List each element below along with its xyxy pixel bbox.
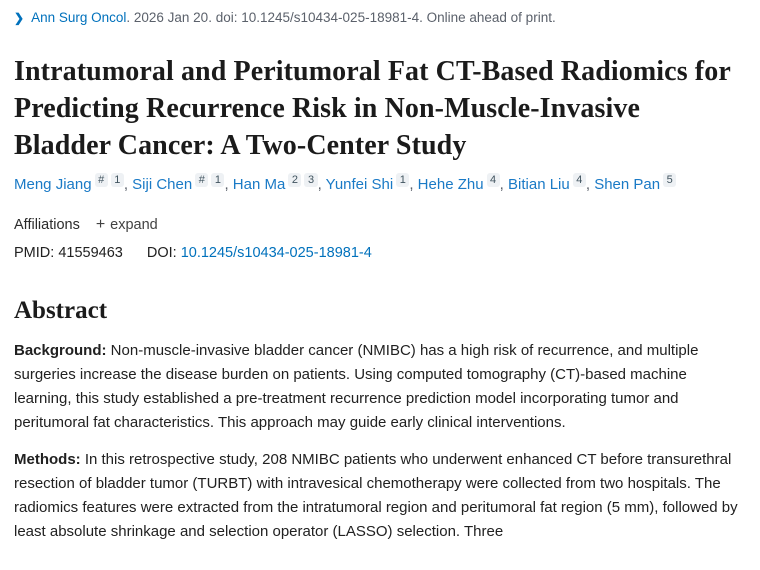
author-link[interactable]: Shen Pan <box>594 176 661 193</box>
pmid-label: PMID: <box>14 245 55 261</box>
doi-label: DOI: <box>146 245 177 261</box>
author-item: Hehe Zhu 4, <box>417 173 504 193</box>
doi-link[interactable]: 10.1245/s10434-025-18981-4 <box>180 245 372 261</box>
author-superscript-badge: 4 <box>486 173 500 187</box>
author-link[interactable]: Hehe Zhu <box>417 176 484 193</box>
author-item: Shen Pan 5 <box>594 173 677 193</box>
author-separator: , <box>224 176 229 193</box>
author-superscript-badge: 5 <box>663 173 677 187</box>
author-separator: , <box>585 176 591 193</box>
affiliations-row: Affiliations + expand <box>14 215 746 235</box>
background-text: Non-muscle-invasive bladder cancer (NMIB… <box>14 342 699 431</box>
author-item: Yunfei Shi 1, <box>325 173 414 193</box>
author-superscript-badge: 1 <box>110 173 124 187</box>
author-separator: , <box>499 176 504 193</box>
methods-text: In this retrospective study, 208 NMIBC p… <box>14 451 738 540</box>
author-superscript-badge: 3 <box>304 173 318 187</box>
abstract-heading: Abstract <box>14 297 108 324</box>
background-label: Background: <box>14 342 107 359</box>
affiliations-label: Affiliations <box>14 217 80 233</box>
author-separator: , <box>123 176 128 193</box>
article-title: Intratumoral and Peritumoral Fat CT-Base… <box>14 56 731 161</box>
author-link[interactable]: Bitian Liu <box>508 176 570 193</box>
author-separator: , <box>317 176 322 193</box>
expand-affiliations-button[interactable]: + expand <box>96 215 158 235</box>
author-superscript-badge: 1 <box>211 173 225 187</box>
author-superscript-badge: # <box>94 173 108 187</box>
expand-label: expand <box>110 217 158 233</box>
author-item: Bitian Liu 4, <box>508 173 591 193</box>
author-superscript-badge: 4 <box>572 173 586 187</box>
identifiers-row: PMID: 41559463 DOI: 10.1245/s10434-025-1… <box>14 244 746 263</box>
author-link[interactable]: Han Ma <box>232 176 286 193</box>
methods-label: Methods: <box>14 451 81 468</box>
author-link[interactable]: Siji Chen <box>132 176 193 193</box>
author-superscript-badge: 2 <box>288 173 302 187</box>
abstract-paragraph-methods: Methods: In this retrospective study, 20… <box>14 448 746 544</box>
author-separator: , <box>409 176 414 193</box>
citation-line: ❯ Ann Surg Oncol. 2026 Jan 20. doi: 10.12… <box>14 9 746 27</box>
author-item: Meng Jiang #1, <box>14 173 128 193</box>
journal-link[interactable]: Ann Surg Oncol <box>31 10 127 25</box>
author-link[interactable]: Meng Jiang <box>14 176 92 193</box>
author-item: Siji Chen #1, <box>132 173 229 193</box>
citation-text: . 2026 Jan 20. doi: 10.1245/s10434-025-1… <box>126 10 556 25</box>
author-link[interactable]: Yunfei Shi <box>325 176 394 193</box>
chevron-right-icon: ❯ <box>14 11 25 25</box>
pmid-value: 41559463 <box>58 245 123 261</box>
author-superscript-badge: 1 <box>396 173 410 187</box>
author-superscript-badge: # <box>195 173 209 187</box>
abstract-paragraph-background: Background: Non-muscle-invasive bladder … <box>14 339 746 435</box>
author-item: Han Ma 2 3, <box>232 173 322 193</box>
authors-list: Meng Jiang #1, Siji Chen #1, Han Ma 2 3, Yun… <box>14 173 746 196</box>
plus-icon: + <box>95 216 106 233</box>
